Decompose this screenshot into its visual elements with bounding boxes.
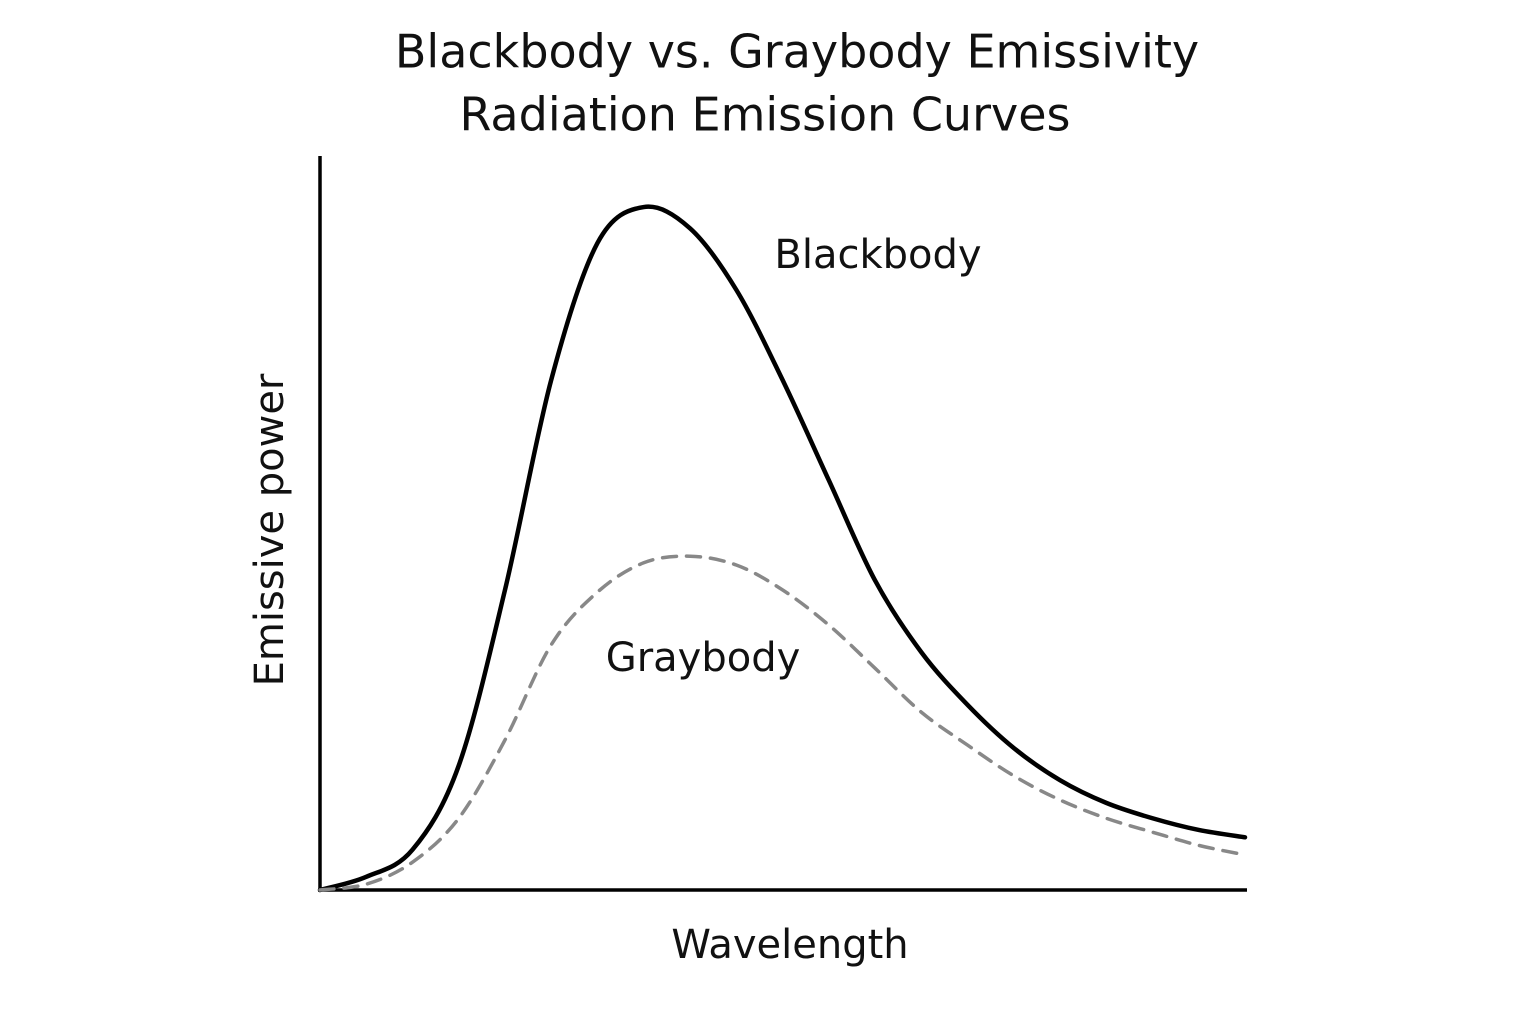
curve-label: Graybody [606,635,801,681]
y-axis-label: Emissive power [247,373,293,686]
chart-title: Blackbody vs. Graybody Emissivity [395,25,1199,79]
series-line [317,204,1248,893]
chart-subtitle: Radiation Emission Curves [459,88,1070,142]
curve-label: Blackbody [774,232,981,278]
series-line [318,554,1247,892]
x-axis-label: Wavelength [671,922,908,968]
